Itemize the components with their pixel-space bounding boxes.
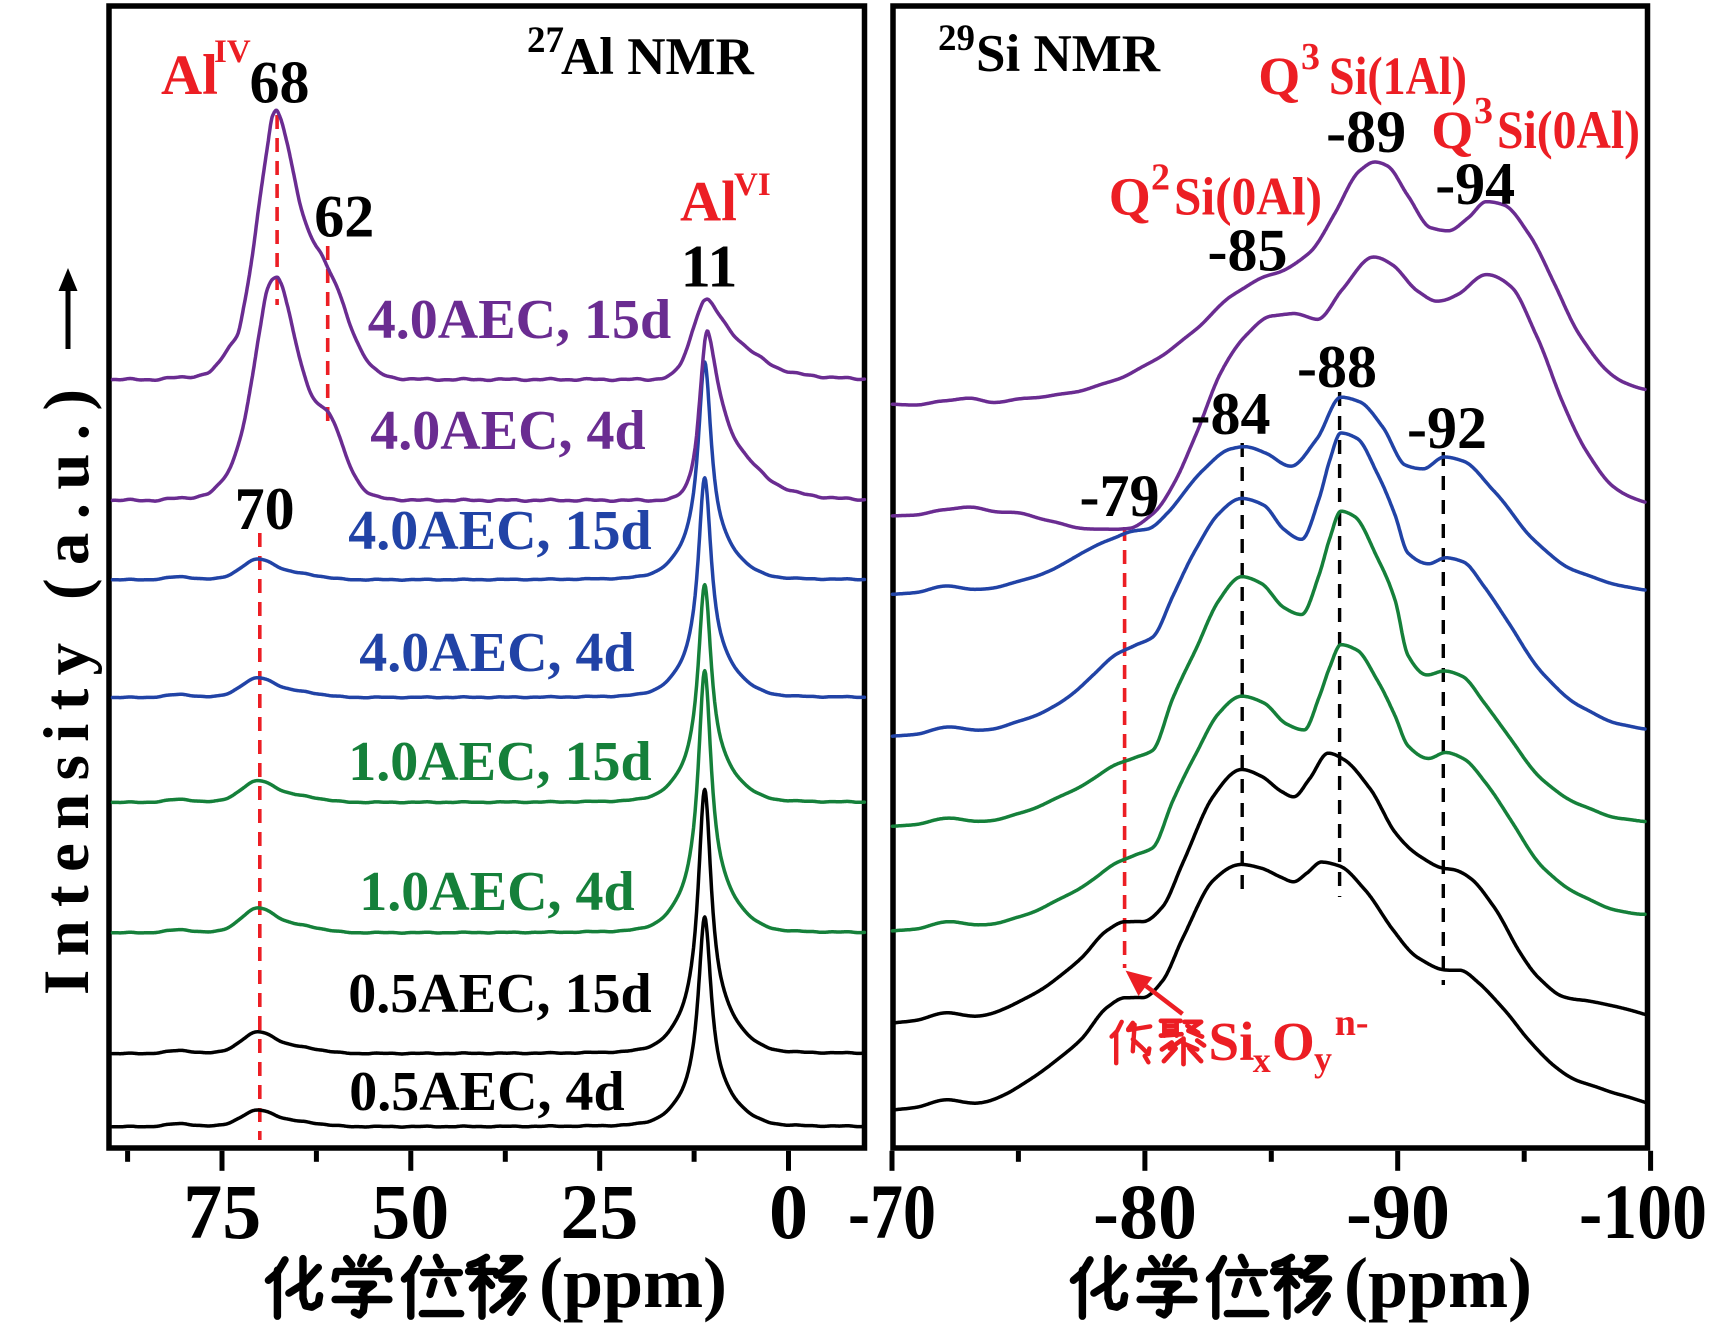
svg-text:70: 70 <box>235 476 295 542</box>
svg-text:Si: Si <box>1209 1011 1255 1072</box>
svg-text:27: 27 <box>527 20 564 61</box>
svg-text:62: 62 <box>314 184 374 250</box>
svg-text:11: 11 <box>681 234 738 300</box>
svg-text:Al: Al <box>680 171 737 234</box>
svg-text:n-: n- <box>1335 1002 1369 1044</box>
svg-text:4.0AEC, 15d: 4.0AEC, 15d <box>348 500 651 562</box>
svg-text:-80: -80 <box>1093 1168 1197 1255</box>
svg-text:x: x <box>1253 1040 1271 1080</box>
svg-text:Al NMR: Al NMR <box>561 28 755 86</box>
svg-text:VI: VI <box>734 167 771 203</box>
svg-text:-94: -94 <box>1435 151 1515 217</box>
svg-text:O: O <box>1272 1011 1315 1072</box>
svg-text:Al: Al <box>161 44 218 107</box>
svg-text:Q: Q <box>1431 100 1473 160</box>
svg-text:y: y <box>1314 1039 1332 1079</box>
svg-text:25: 25 <box>560 1168 638 1255</box>
svg-text:0.5AEC, 4d: 0.5AEC, 4d <box>349 1061 624 1123</box>
svg-text:75: 75 <box>183 1168 261 1255</box>
svg-text:4.0AEC, 4d: 4.0AEC, 4d <box>370 400 645 462</box>
svg-text:Q: Q <box>1258 46 1300 106</box>
svg-text:68: 68 <box>250 50 310 116</box>
svg-text:3: 3 <box>1474 90 1493 132</box>
svg-text:-89: -89 <box>1326 99 1406 165</box>
svg-text:50: 50 <box>371 1168 449 1255</box>
svg-text:0.5AEC, 15d: 0.5AEC, 15d <box>348 963 651 1025</box>
svg-text:Q: Q <box>1109 167 1151 227</box>
svg-text:-85: -85 <box>1208 217 1288 283</box>
svg-text:-92: -92 <box>1407 395 1487 461</box>
svg-text:2: 2 <box>1151 157 1170 199</box>
svg-text:IV: IV <box>214 34 251 70</box>
svg-text:3: 3 <box>1301 36 1320 78</box>
svg-text:(ppm): (ppm) <box>539 1243 727 1323</box>
svg-text:-88: -88 <box>1297 334 1377 400</box>
svg-text:4.0AEC, 15d: 4.0AEC, 15d <box>368 289 671 351</box>
svg-text:Si(1Al): Si(1Al) <box>1329 46 1467 106</box>
svg-text:1.0AEC, 4d: 1.0AEC, 4d <box>359 861 634 923</box>
svg-text:Si NMR: Si NMR <box>976 25 1161 83</box>
svg-text:0: 0 <box>769 1168 808 1255</box>
svg-text:29: 29 <box>938 18 975 59</box>
svg-text:-79: -79 <box>1080 463 1160 529</box>
svg-text:Intensity (a.u.): Intensity (a.u.) <box>31 389 103 995</box>
svg-text:Si(0Al): Si(0Al) <box>1174 167 1322 227</box>
svg-text:4.0AEC, 4d: 4.0AEC, 4d <box>359 622 634 684</box>
svg-text:-70: -70 <box>848 1168 936 1255</box>
svg-text:-90: -90 <box>1346 1168 1450 1255</box>
svg-text:-84: -84 <box>1191 381 1271 447</box>
svg-text:-100: -100 <box>1579 1168 1707 1255</box>
svg-text:1.0AEC, 15d: 1.0AEC, 15d <box>348 731 651 793</box>
svg-text:Si(0Al): Si(0Al) <box>1497 100 1640 160</box>
svg-text:(ppm): (ppm) <box>1344 1243 1532 1323</box>
